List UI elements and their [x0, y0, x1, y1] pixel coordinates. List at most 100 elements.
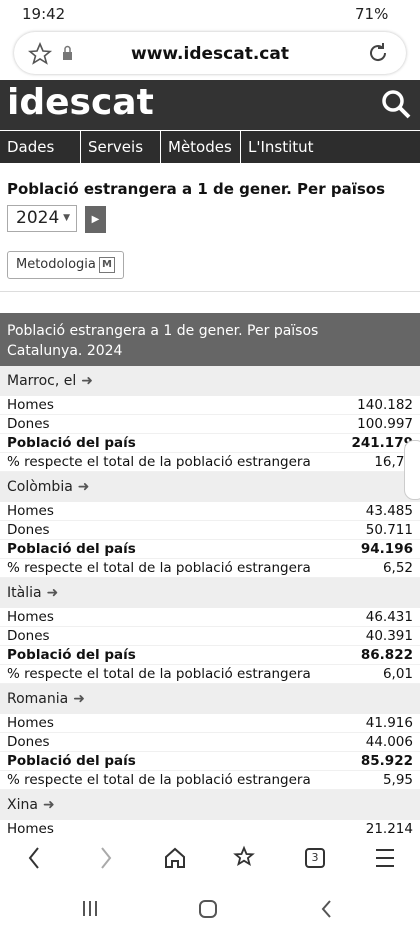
nav-bar: Dades Serveis Mètodes L'Institut	[0, 131, 420, 163]
row-value: 44.006	[365, 734, 413, 750]
year: 2024	[16, 208, 60, 228]
page-title: Població estrangera a 1 de gener. Per pa…	[7, 180, 386, 198]
row-label: Homes	[7, 503, 54, 519]
group-header[interactable]: Colòmbia ➜	[0, 472, 420, 502]
nav-label: Mètodes	[168, 138, 232, 156]
table-row: Homes 21.214	[0, 820, 420, 836]
row-value: 241.179	[351, 435, 414, 451]
separator	[0, 291, 420, 292]
group-header[interactable]: Romania ➜	[0, 684, 420, 714]
nav-label: L'Institut	[248, 138, 314, 156]
method-button[interactable]: Metodologia M	[7, 251, 124, 279]
row-label: % respecte el total de la població estra…	[7, 666, 311, 682]
table-row: % respecte el total de la població estra…	[0, 559, 420, 578]
go-button[interactable]: ▶	[85, 206, 106, 233]
arrow: ➜	[81, 373, 94, 389]
row-value: 6,01	[382, 666, 413, 682]
table-row: Homes 46.431	[0, 608, 420, 627]
url: www.idescat.cat	[131, 44, 289, 64]
row-value: 40.391	[365, 628, 413, 644]
table-row: Dones 44.006	[0, 733, 420, 752]
table-row: Homes 41.916	[0, 714, 420, 733]
arrow: ➜	[46, 585, 59, 601]
table-row: Població del país 94.196	[0, 540, 420, 559]
row-label: Homes	[7, 609, 54, 625]
row-value: 50.711	[365, 522, 413, 538]
table-header: Població estrangera a 1 de gener. Per pa…	[0, 313, 420, 366]
table-row: Homes 43.485	[0, 502, 420, 521]
system-nav	[83, 900, 331, 918]
row-value: 6,52	[382, 560, 413, 576]
row-value: 46.431	[365, 609, 413, 625]
country: Romania	[7, 691, 69, 707]
tabs-count[interactable]: 3	[311, 851, 319, 864]
row-value: 43.485	[365, 503, 413, 519]
row-label: Dones	[7, 734, 50, 750]
table-subtitle: Catalunya. 2024	[7, 343, 123, 359]
country: Xina	[7, 797, 38, 813]
row-label: Dones	[7, 522, 50, 538]
country: Itàlia	[7, 585, 42, 601]
row-label: % respecte el total de la població estra…	[7, 560, 311, 576]
group-header[interactable]: Xina ➜	[0, 790, 420, 820]
reload[interactable]	[366, 41, 390, 65]
table-title: Població estrangera a 1 de gener. Per pa…	[7, 323, 319, 339]
logo[interactable]: idescat	[7, 82, 154, 123]
row-value: 41.916	[365, 715, 413, 731]
browser-toolbar	[0, 836, 420, 880]
country: Marroc, el	[7, 373, 77, 389]
table-row: Dones 40.391	[0, 627, 420, 646]
toolbar-icons	[28, 845, 394, 869]
search-icon[interactable]	[380, 88, 412, 120]
row-label: % respecte el total de la població estra…	[7, 772, 311, 788]
time: 19:42	[22, 5, 66, 23]
row-label: Dones	[7, 628, 50, 644]
row-label: % respecte el total de la població estra…	[7, 454, 311, 470]
site-header	[0, 80, 420, 130]
row-value: 86.822	[360, 647, 413, 663]
row-value: 85.922	[360, 753, 413, 769]
year-select[interactable]: 2024 ▼	[7, 205, 77, 232]
arrow: ➜	[73, 691, 85, 707]
arrow: ➜	[77, 479, 90, 495]
group-header[interactable]: Itàlia ➜	[0, 578, 420, 608]
table-row: Dones 100.997	[0, 415, 420, 434]
row-label: Població del país	[7, 435, 136, 451]
nav-item[interactable]: Serveis	[80, 131, 159, 163]
table-row: Població del país 85.922	[0, 752, 420, 771]
table-row: Població del país 86.822	[0, 646, 420, 665]
row-value: 5,95	[382, 772, 413, 788]
row-value: 140.182	[357, 397, 413, 413]
table-row: % respecte el total de la població estra…	[0, 771, 420, 790]
group-header[interactable]: Marroc, el ➜	[0, 366, 420, 396]
row-label: Població del país	[7, 541, 136, 557]
arrow: ➜	[42, 797, 55, 813]
address-bar[interactable]	[14, 32, 406, 74]
method-label: Metodologia	[16, 257, 96, 272]
table-row: Homes 140.182	[0, 396, 420, 415]
table-row: Dones 50.711	[0, 521, 420, 540]
row-value: 21.214	[365, 821, 413, 836]
row-label: Homes	[7, 397, 54, 413]
row-value: 100.997	[357, 416, 413, 432]
nav-label: Serveis	[88, 138, 144, 156]
nav-item[interactable]: L'Institut	[240, 131, 420, 163]
country: Colòmbia	[7, 479, 73, 495]
side-handle[interactable]	[404, 440, 420, 500]
nav-item[interactable]: Mètodes	[160, 131, 239, 163]
nav-label: Dades	[7, 138, 55, 156]
row-label: Dones	[7, 416, 50, 432]
table: Marroc, el ➜ Homes 140.182 Dones 100.997 Pobla…	[0, 366, 420, 836]
table-row: % respecte el total de la població estra…	[0, 453, 420, 472]
row-value: 16,70	[374, 454, 413, 470]
nav-item[interactable]: Dades	[0, 131, 79, 163]
table-row: Població del país 241.179	[0, 434, 420, 453]
battery: 71%	[355, 5, 389, 23]
row-value: 94.196	[360, 541, 413, 557]
star-lock[interactable]	[28, 42, 78, 66]
row-label: Població del país	[7, 647, 136, 663]
table-row: % respecte el total de la població estra…	[0, 665, 420, 684]
row-label: Homes	[7, 821, 54, 836]
row-label: Homes	[7, 715, 54, 731]
